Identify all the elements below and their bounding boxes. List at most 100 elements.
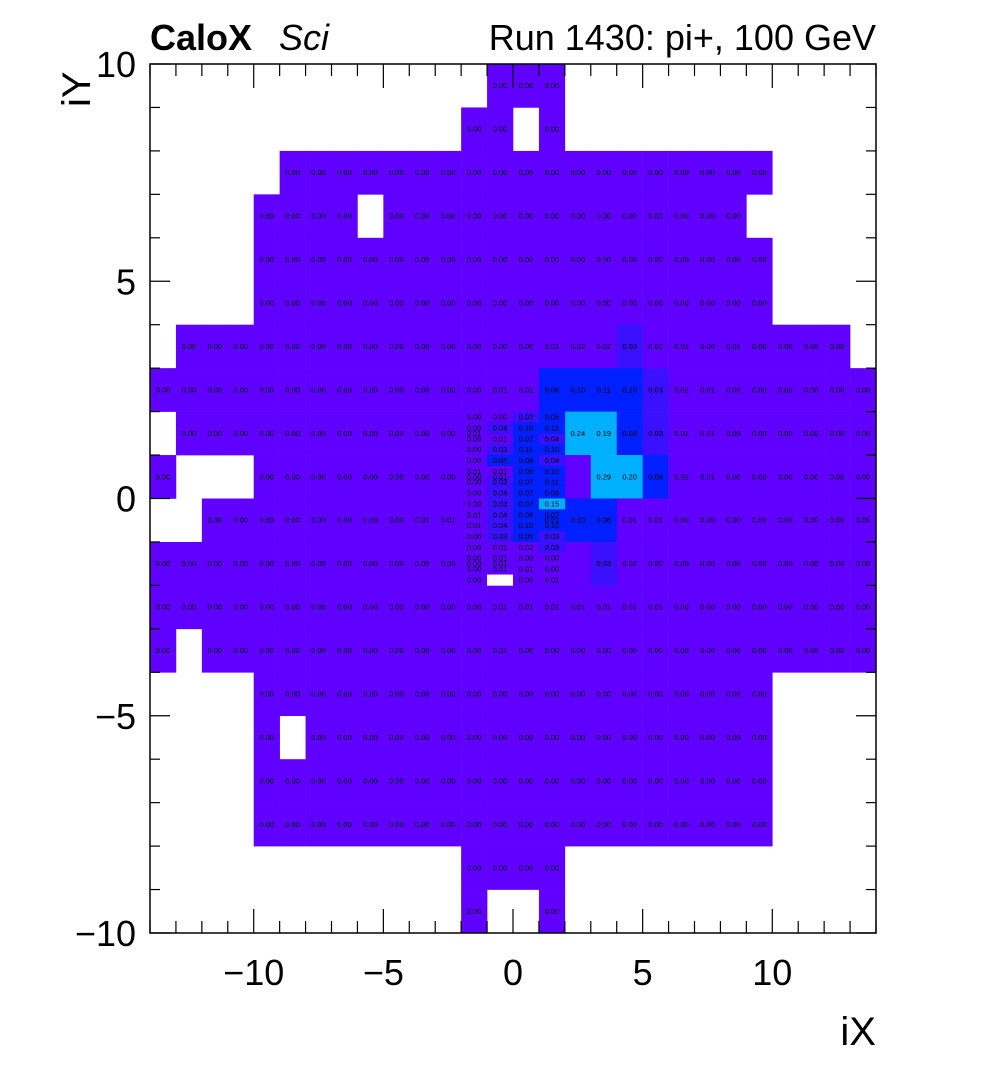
cell-value: 0.00 [233,559,248,568]
heatmap-cell [279,324,306,369]
heatmap-fine-cell [513,444,540,456]
heatmap-cell [409,541,436,586]
heatmap-cell [616,585,643,630]
heatmap-fine-cell [461,541,488,554]
cell-value: 0.00 [467,565,482,574]
cell-value: 0.00 [545,168,560,177]
heatmap-cells [150,64,877,934]
cell-value: 0.00 [700,516,715,525]
heatmap-cell [798,411,825,456]
heatmap-cell [746,628,773,673]
cell-value: 0.01 [493,559,508,568]
cell-value: 0.00 [571,690,586,699]
cell-value: 0.00 [467,733,482,742]
heatmap-cell [642,411,669,456]
cell-value: 0.00 [311,820,326,829]
heatmap-cell [642,281,669,325]
heatmap-cell [616,150,643,195]
heatmap-cell [279,498,306,543]
heatmap-cell [357,498,384,543]
heatmap-fine-cell [538,411,566,423]
cell-value: 0.00 [674,212,689,221]
heatmap-cell [253,759,280,803]
heatmap-cell [461,846,488,890]
heatmap-fine-cell [461,574,488,586]
cell-value: 0.00 [285,776,300,785]
cell-value: 0.00 [311,516,326,525]
cell-value: 0.00 [233,385,248,394]
heatmap-cell [383,237,410,282]
cell-value: 0.00 [415,255,430,264]
cell-value: 0.10 [519,423,534,432]
heatmap-cell [668,281,695,325]
y-tick-label: 5 [116,261,136,302]
cell-value: 0.00 [830,342,845,351]
cell-value: 0.00 [389,429,404,438]
heatmap-cell [331,324,358,369]
heatmap-cell [357,628,384,673]
heatmap-cell [668,411,695,456]
cell-value: 0.00 [726,472,741,481]
heatmap-cell [746,802,773,847]
heatmap-cell [746,411,773,456]
heatmap-cell [279,281,306,325]
heatmap-cell [305,281,332,325]
heatmap-cell [590,281,618,325]
cell-value: 0.01 [493,646,508,655]
cell-value: 0.01 [726,342,741,351]
cell-value: 0.00 [311,212,326,221]
heatmap-cell [279,150,306,195]
cell-value: 0.00 [752,255,767,264]
heatmap-cell [409,802,436,847]
cell-value: 0.09 [545,489,560,498]
cell-value: 0.01 [700,429,715,438]
heatmap-cell [487,194,514,239]
heatmap-fine-cell [461,411,488,423]
heatmap-fine-cell [487,433,514,445]
cell-value: 0.00 [596,255,611,264]
cell-value: 0.00 [259,559,274,568]
cell-value: 0.00 [519,733,534,742]
cell-value: 0.00 [648,559,663,568]
cell-value: 0.00 [700,212,715,221]
cell-value: 0.00 [363,385,378,394]
heatmap-cell [564,237,592,282]
cell-value: 0.03 [596,559,611,568]
cell-value: 0.00 [363,733,378,742]
heatmap-cell [798,455,825,499]
heatmap-fine-cell [461,444,488,456]
heatmap-cell [253,324,280,369]
cell-value: 0.00 [467,559,482,568]
heatmap-cell [694,324,721,369]
heatmap-cell [331,802,358,847]
cell-value: 0.19 [596,429,611,438]
heatmap-fine-cell [513,476,540,488]
heatmap-cell [720,455,747,499]
heatmap-cell [616,194,643,239]
heatmap-cell [616,498,643,543]
heatmap-cell [824,585,851,630]
heatmap-cell [538,194,566,239]
cell-value: 0.00 [596,690,611,699]
heatmap-cell [668,237,695,282]
heatmap-cell [746,498,773,543]
cell-value: 0.00 [208,603,223,612]
cell-value: 0.00 [648,212,663,221]
heatmap-cell [720,194,747,239]
cell-value: 0.00 [467,575,482,584]
cell-value: 0.00 [493,125,508,134]
cell-value: 0.05 [493,456,508,465]
cell-value: 0.00 [389,255,404,264]
x-tick-label: −5 [363,952,404,993]
cell-value: 0.00 [752,429,767,438]
heatmap-fine-cell [513,487,540,499]
heatmap-cell [746,150,773,195]
cell-value: 0.00 [519,168,534,177]
cell-value: 0.00 [752,168,767,177]
cell-value: 0.10 [571,516,586,525]
heatmap-cell [746,324,773,369]
cell-value: 0.00 [285,646,300,655]
cell-value: 0.01 [596,603,611,612]
cell-value: 0.00 [415,820,430,829]
heatmap-cell [305,150,332,195]
